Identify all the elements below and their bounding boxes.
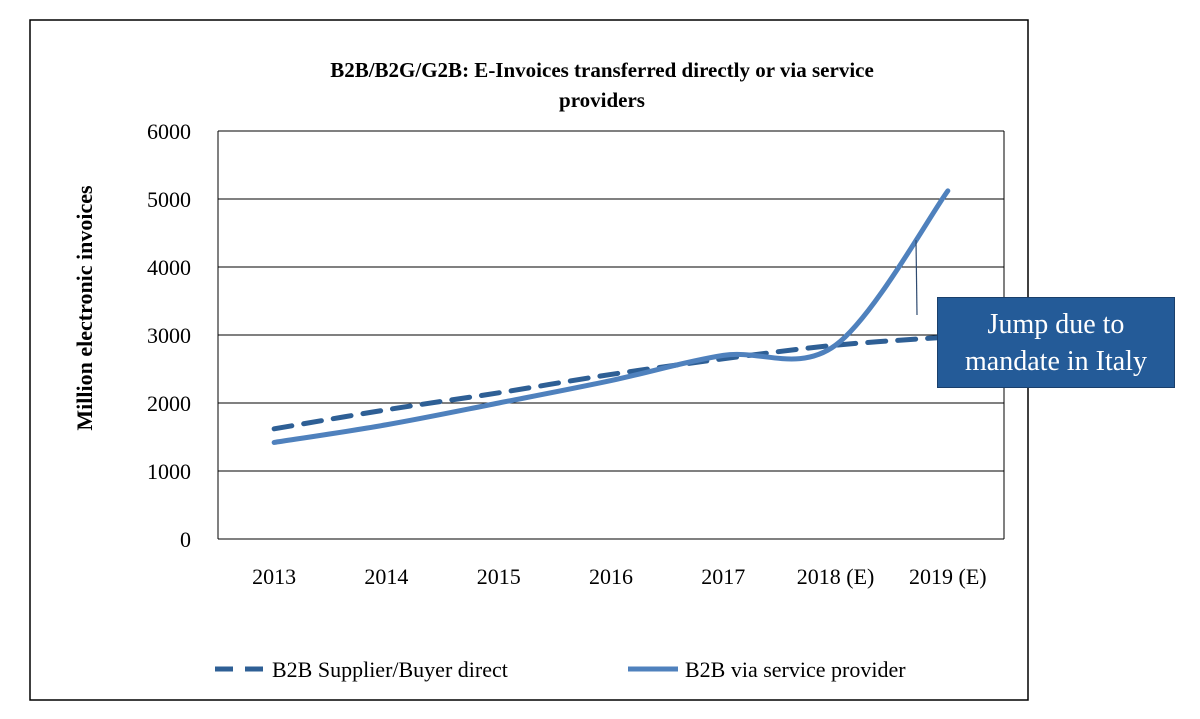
y-tick-label: 0 [180, 527, 191, 552]
callout-pointer [915, 239, 918, 316]
x-tick-label: 2013 [252, 564, 296, 589]
x-tick-label: 2015 [477, 564, 521, 589]
y-tick-label: 3000 [147, 323, 191, 348]
x-tick-label: 2014 [364, 564, 408, 589]
annotation-callout: Jump due to mandate in Italy [937, 297, 1175, 388]
x-tick-label: 2018 (E) [797, 564, 875, 589]
annotation-line1: Jump due to [987, 309, 1125, 340]
y-tick-label: 1000 [147, 459, 191, 484]
chart-title-line2: providers [559, 88, 645, 112]
x-tick-label: 2019 (E) [909, 564, 987, 589]
x-tick-label: 2017 [701, 564, 745, 589]
y-tick-label: 5000 [147, 187, 191, 212]
y-tick-label: 6000 [147, 119, 191, 144]
y-tick-label: 4000 [147, 255, 191, 280]
annotation-line2: mandate in Italy [965, 346, 1147, 377]
x-tick-label: 2016 [589, 564, 633, 589]
series-line-2 [271, 188, 951, 445]
legend-label-2: B2B via service provider [685, 657, 906, 682]
y-tick-label: 2000 [147, 391, 191, 416]
chart-title-line1: B2B/B2G/G2B: E-Invoices transferred dire… [330, 58, 874, 82]
legend-label-1: B2B Supplier/Buyer direct [272, 657, 508, 682]
y-axis-label: Million electronic invoices [72, 185, 97, 431]
